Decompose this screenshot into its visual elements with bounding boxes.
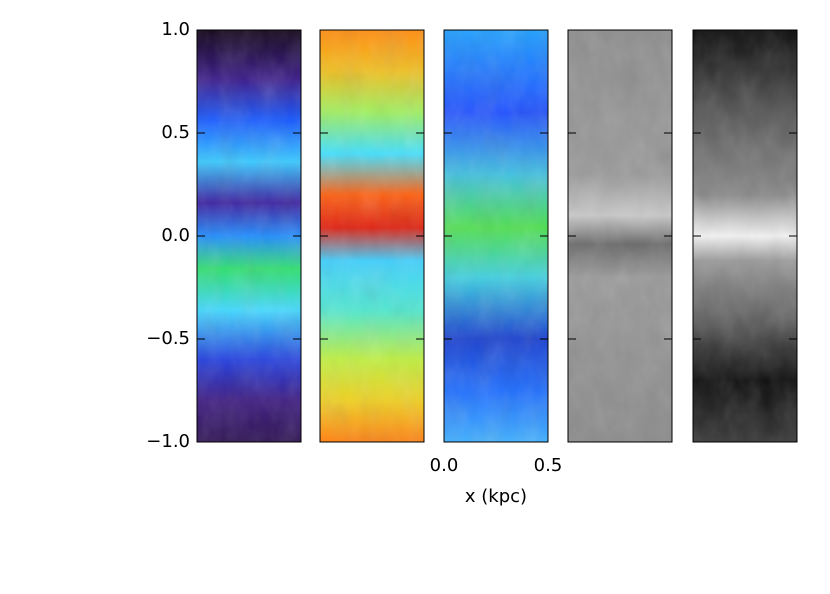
panels — [197, 30, 797, 442]
x-tick-label: 0.0 — [430, 455, 459, 476]
y-tick-label: −0.5 — [146, 328, 190, 349]
y-tick-label: 0.5 — [161, 122, 190, 143]
y-tick-label: 0.0 — [161, 225, 190, 246]
x-axis-label: x (kpc) — [465, 486, 527, 507]
texture — [197, 30, 797, 442]
x-tick-label: 0.5 — [534, 455, 563, 476]
y-tick-label: −1.0 — [146, 431, 190, 452]
y-tick-label: 1.0 — [161, 19, 190, 40]
